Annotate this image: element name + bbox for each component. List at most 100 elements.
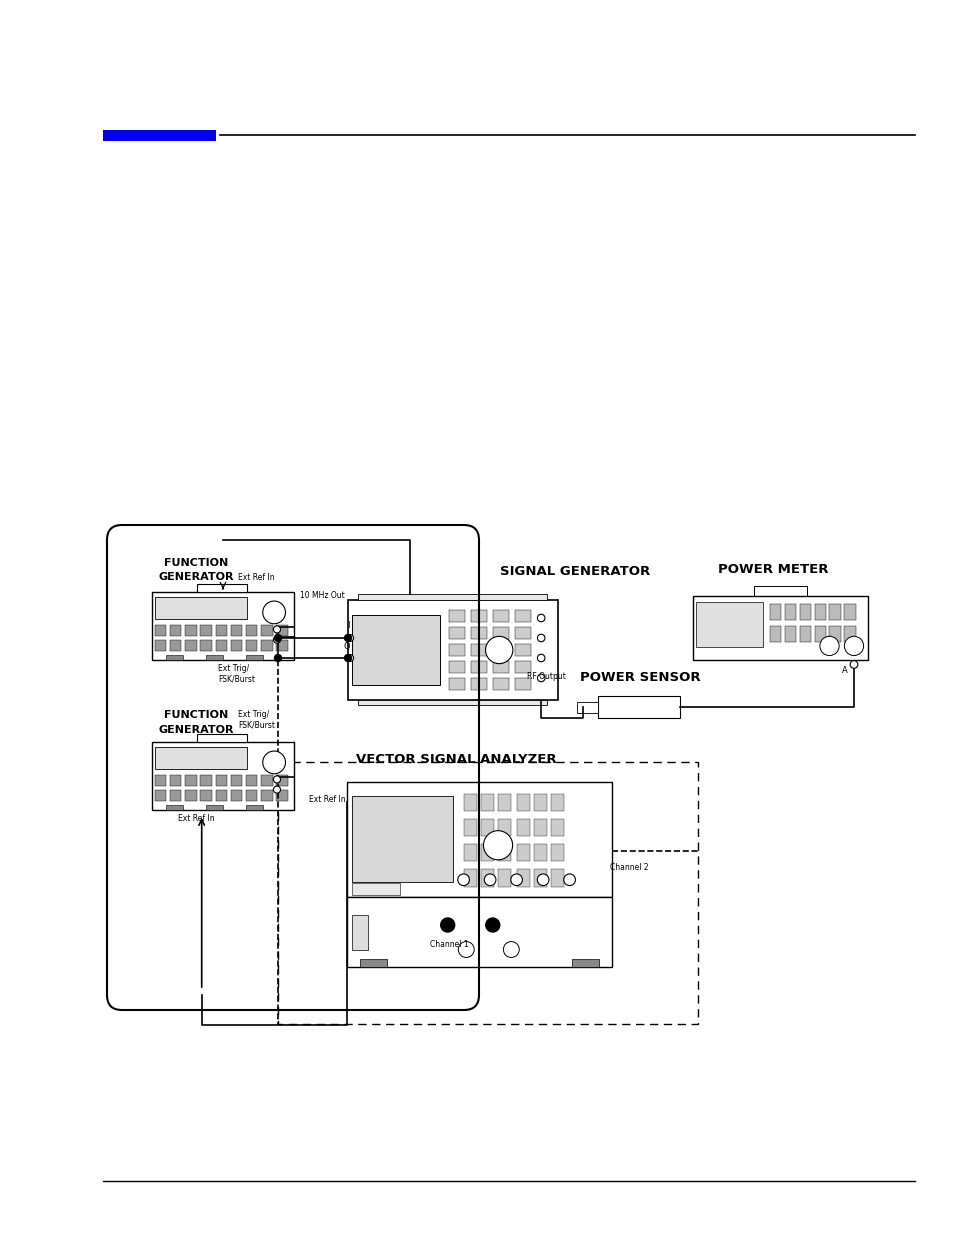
Bar	[246, 640, 257, 651]
Bar	[471, 627, 486, 638]
Circle shape	[274, 776, 280, 783]
Circle shape	[262, 751, 285, 774]
Text: FUNCTION: FUNCTION	[164, 710, 228, 720]
Bar	[448, 661, 464, 673]
Text: SIGNAL GENERATOR: SIGNAL GENERATOR	[499, 564, 650, 578]
Bar	[493, 678, 508, 690]
Bar	[352, 914, 368, 950]
Bar	[480, 869, 494, 887]
Bar	[352, 615, 440, 685]
Bar	[480, 844, 494, 861]
Bar	[246, 625, 257, 636]
Bar	[448, 678, 464, 690]
Bar	[360, 958, 386, 967]
Bar	[517, 869, 529, 887]
Bar	[152, 742, 294, 810]
Text: FSK/Burst: FSK/Burst	[218, 676, 254, 684]
Bar	[480, 794, 494, 810]
Bar	[154, 789, 166, 802]
Bar	[185, 774, 196, 787]
Bar	[534, 794, 546, 810]
Bar	[246, 804, 262, 810]
Bar	[784, 626, 796, 642]
Bar	[347, 897, 612, 967]
Circle shape	[440, 918, 455, 932]
Bar	[551, 819, 564, 836]
Circle shape	[344, 655, 351, 662]
Bar	[493, 627, 508, 638]
Bar	[551, 794, 564, 810]
Circle shape	[484, 874, 496, 885]
Bar	[197, 584, 247, 592]
Bar	[497, 844, 511, 861]
Bar	[448, 610, 464, 622]
Bar	[814, 626, 825, 642]
Circle shape	[537, 635, 544, 642]
Bar	[577, 701, 598, 713]
Bar	[814, 604, 825, 620]
Bar	[598, 697, 679, 718]
Text: I: I	[347, 621, 350, 631]
Circle shape	[262, 601, 285, 624]
Bar	[769, 604, 781, 620]
Circle shape	[503, 941, 518, 957]
Bar	[497, 794, 511, 810]
Bar	[463, 869, 476, 887]
Circle shape	[274, 655, 281, 662]
Text: Channel 1: Channel 1	[430, 940, 468, 948]
Circle shape	[537, 614, 544, 621]
Text: 10 MHz Out: 10 MHz Out	[300, 592, 345, 600]
Bar	[348, 600, 558, 700]
Bar	[534, 844, 546, 861]
Bar	[463, 844, 476, 861]
Text: Ext Trig/: Ext Trig/	[237, 710, 269, 719]
Bar	[471, 610, 486, 622]
Bar	[103, 130, 215, 141]
Text: GENERATOR: GENERATOR	[158, 725, 233, 735]
Circle shape	[483, 831, 512, 860]
Bar	[352, 795, 453, 882]
Text: GENERATOR: GENERATOR	[158, 572, 233, 582]
Bar	[170, 789, 181, 802]
Bar	[769, 626, 781, 642]
Circle shape	[274, 785, 280, 793]
Text: A: A	[841, 666, 847, 676]
Bar	[200, 789, 212, 802]
Text: POWER SENSOR: POWER SENSOR	[579, 671, 700, 684]
Bar	[515, 643, 530, 656]
Bar	[448, 643, 464, 656]
Bar	[471, 678, 486, 690]
Text: Ext Ref In: Ext Ref In	[177, 814, 214, 823]
Bar	[276, 625, 288, 636]
Bar	[799, 604, 810, 620]
Bar	[261, 625, 273, 636]
Bar	[261, 774, 273, 787]
Bar	[515, 627, 530, 638]
Bar	[696, 603, 762, 647]
Bar	[572, 958, 598, 967]
Bar	[215, 640, 227, 651]
Bar	[154, 625, 166, 636]
Bar	[185, 640, 196, 651]
Bar	[185, 789, 196, 802]
Bar	[493, 610, 508, 622]
Bar	[231, 625, 242, 636]
Circle shape	[537, 874, 548, 885]
Bar	[154, 774, 166, 787]
Text: Ext Ref In: Ext Ref In	[237, 573, 274, 582]
Bar	[166, 655, 183, 659]
Bar	[480, 819, 494, 836]
Bar	[515, 610, 530, 622]
Bar	[152, 592, 294, 659]
Bar	[277, 762, 698, 1024]
Bar	[534, 819, 546, 836]
Bar	[515, 678, 530, 690]
Bar	[493, 661, 508, 673]
Circle shape	[344, 635, 351, 641]
Bar	[843, 604, 855, 620]
Bar	[206, 655, 223, 659]
Text: Ext Ref In: Ext Ref In	[309, 795, 346, 804]
Text: Ext Trig/: Ext Trig/	[218, 664, 249, 673]
Bar	[515, 661, 530, 673]
Bar	[463, 794, 476, 810]
